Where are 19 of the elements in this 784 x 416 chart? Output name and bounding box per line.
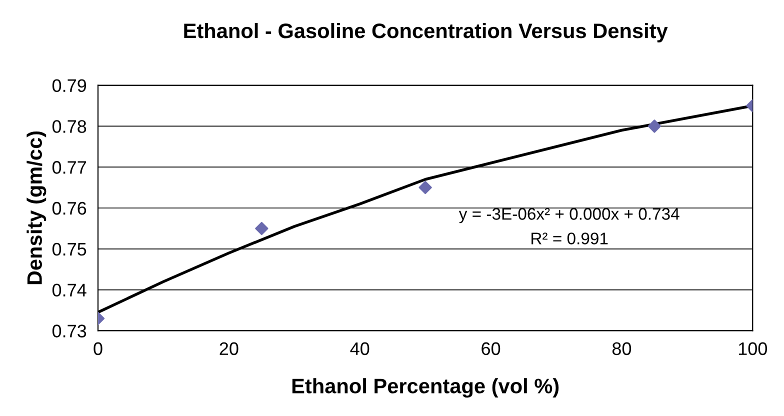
y-tick-label: 0.73 [52, 324, 86, 338]
x-tick-label: 100 [738, 342, 767, 356]
x-axis-title: Ethanol Percentage (vol %) [292, 378, 559, 398]
x-tick-label: 40 [350, 342, 370, 356]
annotation: R² = 0.991 [532, 232, 608, 244]
y-axis-title: Density (gm/cc) [26, 131, 46, 284]
y-tick-label: 0.75 [52, 242, 86, 256]
x-tick-label: 0 [94, 342, 102, 356]
x-tick-label: 80 [612, 342, 632, 356]
x-tick-label: 20 [220, 342, 238, 356]
y-tick-label: 0.79 [52, 79, 86, 92]
y-tick-label: 0.77 [52, 161, 86, 174]
point [418, 180, 432, 194]
annotation: y = -3E-06x² + 0.000x + 0.734 [458, 208, 680, 224]
x-tick-label: 60 [482, 342, 500, 356]
y-tick-label: 0.78 [52, 120, 86, 133]
y-tick-label: 0.76 [52, 202, 86, 215]
y-tick-label: 0.74 [52, 284, 86, 297]
chart-title: Ethanol - Gasoline Concentration Versus Density [184, 22, 668, 42]
